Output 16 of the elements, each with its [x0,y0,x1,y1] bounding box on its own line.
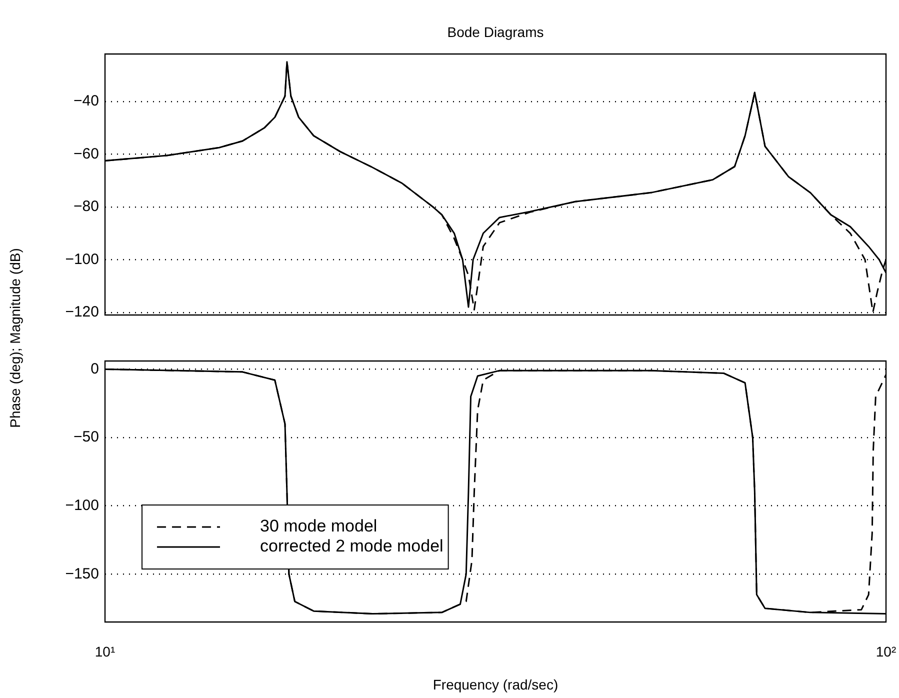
x-tick-label: 10¹ [94,643,116,660]
y-tick-label: 0 [90,360,99,378]
legend-label: corrected 2 mode model [260,536,444,556]
y-tick-label: −50 [74,428,99,446]
x-axis-title: Frequency (rad/sec) [432,676,558,692]
y-tick-label: −100 [65,250,99,268]
y-tick-label: −60 [74,145,99,162]
y-tick-label: −120 [65,304,99,321]
x-tick-label: 10² [876,643,896,660]
legend-label: 30 mode model [260,516,378,536]
y-tick-label: −150 [65,565,99,582]
y-tick-label: −100 [65,496,99,514]
y-tick-label: −40 [74,92,99,110]
chart-title: Bode Diagrams [446,24,545,40]
y-axis-title: Phase (deg); Magnitude (dB) [7,248,23,428]
y-tick-label: −80 [74,198,99,216]
